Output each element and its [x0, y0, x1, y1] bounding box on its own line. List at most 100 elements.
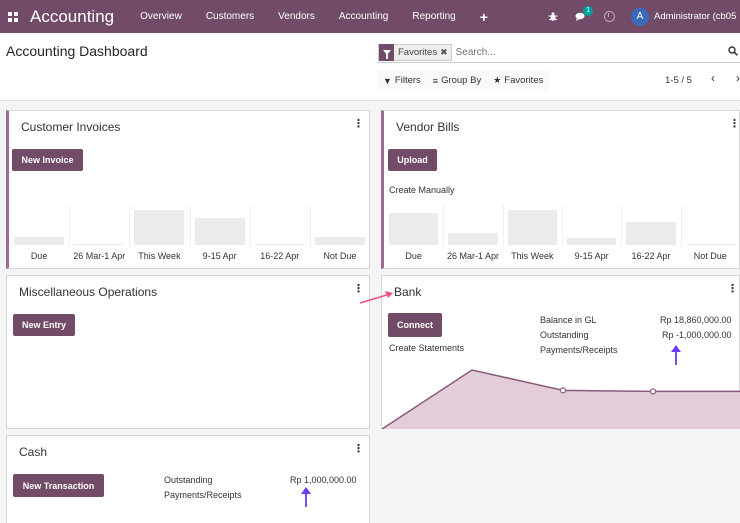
kebab-menu-icon[interactable]: ⋮: [353, 118, 364, 130]
activity-clock-icon[interactable]: [595, 0, 623, 33]
chart-bar[interactable]: [194, 218, 245, 245]
new-entry-button[interactable]: New Entry: [13, 314, 75, 336]
search-input[interactable]: [455, 46, 740, 58]
new-invoice-button[interactable]: New Invoice: [12, 149, 83, 171]
card-title[interactable]: Cash: [19, 445, 48, 459]
search-facet: Favorites ✖: [378, 43, 452, 61]
bank-balance-chart: [382, 369, 740, 429]
chevron-left-icon[interactable]: ‹: [711, 71, 715, 85]
card-title[interactable]: Customer Invoices: [21, 120, 121, 134]
menu-accounting[interactable]: Accounting: [338, 11, 389, 22]
filters-button[interactable]: ▼ Filters: [377, 70, 427, 91]
x-tick-label: 26 Mar-1 Apr: [73, 251, 126, 261]
axis-tick: [621, 205, 623, 247]
add-menu-button[interactable]: +: [479, 8, 488, 25]
chevron-right-icon[interactable]: ›: [736, 71, 740, 85]
user-name[interactable]: Administrator (cb05: [654, 11, 737, 22]
outstanding-label-line1: Outstanding: [540, 330, 589, 340]
bank-card: Bank ⋮ Connect Create Statements Balance…: [381, 275, 740, 429]
chat-icon[interactable]: 1: [567, 0, 595, 33]
outstanding-label-line2: Payments/Receipts: [540, 345, 618, 355]
chart-bar[interactable]: [685, 244, 735, 245]
chart-bar[interactable]: [14, 237, 65, 245]
x-tick-label: 16-22 Apr: [631, 251, 671, 261]
chart-bar[interactable]: [134, 210, 185, 245]
axis-tick: [189, 205, 191, 247]
connect-button[interactable]: Connect: [388, 313, 442, 337]
outstanding-value: Rp -1,000,000.00: [662, 330, 732, 340]
kebab-menu-icon[interactable]: ⋮: [353, 443, 364, 455]
chart-bar[interactable]: [389, 213, 439, 245]
blue-annotation-arrow-icon: [671, 345, 681, 365]
chart-point[interactable]: [559, 387, 567, 394]
blue-annotation-arrow-icon: [301, 487, 311, 507]
upload-button[interactable]: Upload: [388, 149, 437, 171]
apps-menu-icon[interactable]: [2, 0, 24, 33]
remove-facet-icon[interactable]: ✖: [440, 46, 448, 57]
outstanding-label-line1: Outstanding: [164, 475, 213, 485]
menu-overview[interactable]: Overview: [140, 11, 182, 22]
outstanding-label[interactable]: Outstanding Payments/Receipts: [164, 473, 242, 503]
vendor-bills-chart: Due 26 Mar-1 Apr This Week 9-15 Apr 16-22 Ap…: [384, 205, 740, 269]
page-title: Accounting Dashboard: [6, 43, 148, 59]
search-icon[interactable]: [728, 46, 738, 56]
filters-label: Filters: [394, 75, 421, 86]
outstanding-label[interactable]: Outstanding Payments/Receipts: [540, 328, 618, 358]
axis-tick: [680, 205, 682, 247]
favorites-button[interactable]: ★ Favorites: [487, 70, 550, 91]
systray: 1 A Administrator (cb05: [539, 0, 740, 33]
app-brand[interactable]: Accounting: [30, 6, 115, 26]
x-tick-label: 16-22 Apr: [260, 251, 300, 261]
menu-customers[interactable]: Customers: [205, 11, 255, 22]
kebab-menu-icon[interactable]: ⋮: [353, 283, 364, 295]
filter-funnel-icon: [379, 43, 394, 61]
x-tick-label: Not Due: [323, 251, 357, 261]
star-icon: ★: [493, 75, 502, 85]
x-tick-label: Due: [405, 251, 422, 261]
misc-operations-card: Miscellaneous Operations ⋮ New Entry: [6, 275, 370, 429]
chart-bar[interactable]: [626, 222, 676, 245]
chart-bar[interactable]: [448, 233, 498, 245]
top-navbar: Accounting Overview Customers Vendors Ac…: [0, 0, 740, 33]
x-tick-label: Due: [30, 251, 48, 261]
create-manually-link[interactable]: Create Manually: [389, 185, 455, 195]
search-options: ▼ Filters ≡ Group By ★ Favorites: [377, 70, 550, 91]
new-transaction-button[interactable]: New Transaction: [13, 474, 104, 497]
customer-invoices-card: Customer Invoices ⋮ New Invoice Due 26 Ma…: [6, 110, 370, 269]
x-tick-label: This Week: [511, 251, 554, 261]
search-bar: Favorites ✖: [377, 42, 740, 63]
chart-bar[interactable]: [74, 244, 125, 245]
axis-tick: [249, 205, 251, 247]
balance-value: Rp 18,860,000.00: [660, 315, 732, 325]
funnel-icon: ▼: [383, 75, 392, 86]
chat-badge: 1: [583, 6, 593, 16]
bug-icon[interactable]: [539, 0, 567, 33]
kebab-menu-icon[interactable]: ⋮: [729, 118, 740, 130]
chart-point[interactable]: [649, 388, 657, 395]
card-title[interactable]: Vendor Bills: [396, 120, 460, 134]
kebab-menu-icon[interactable]: ⋮: [727, 283, 738, 295]
chart-bar[interactable]: [567, 238, 617, 245]
customer-invoices-chart: Due 26 Mar-1 Apr This Week 9-15 Apr 16-22 Ap…: [9, 205, 370, 269]
balance-label[interactable]: Balance in GL: [540, 315, 597, 325]
menu-vendors[interactable]: Vendors: [278, 11, 315, 22]
x-tick-label: Not Due: [693, 251, 727, 261]
menu-reporting[interactable]: Reporting: [412, 11, 456, 22]
chart-bar[interactable]: [254, 244, 305, 245]
groupby-button[interactable]: ≡ Group By: [426, 70, 488, 91]
user-avatar[interactable]: A: [631, 7, 649, 26]
chart-bar[interactable]: [507, 210, 557, 245]
axis-tick: [69, 205, 71, 247]
card-title[interactable]: Miscellaneous Operations: [19, 285, 158, 299]
pink-annotation-arrow-icon: [359, 291, 393, 304]
control-panel: Accounting Dashboard Favorites ✖ ▼ Filte…: [0, 33, 740, 101]
cash-card: Cash ⋮ New Transaction Outstanding Payme…: [6, 435, 370, 523]
create-statements-link[interactable]: Create Statements: [389, 343, 465, 353]
axis-tick: [562, 205, 563, 247]
card-title[interactable]: Bank: [394, 285, 422, 299]
x-tick-label: This Week: [138, 251, 181, 261]
pager-value[interactable]: 1-5 / 5: [665, 75, 692, 86]
chart-bar[interactable]: [314, 237, 365, 245]
groupby-label: Group By: [441, 75, 482, 86]
chart-area: [382, 370, 740, 429]
